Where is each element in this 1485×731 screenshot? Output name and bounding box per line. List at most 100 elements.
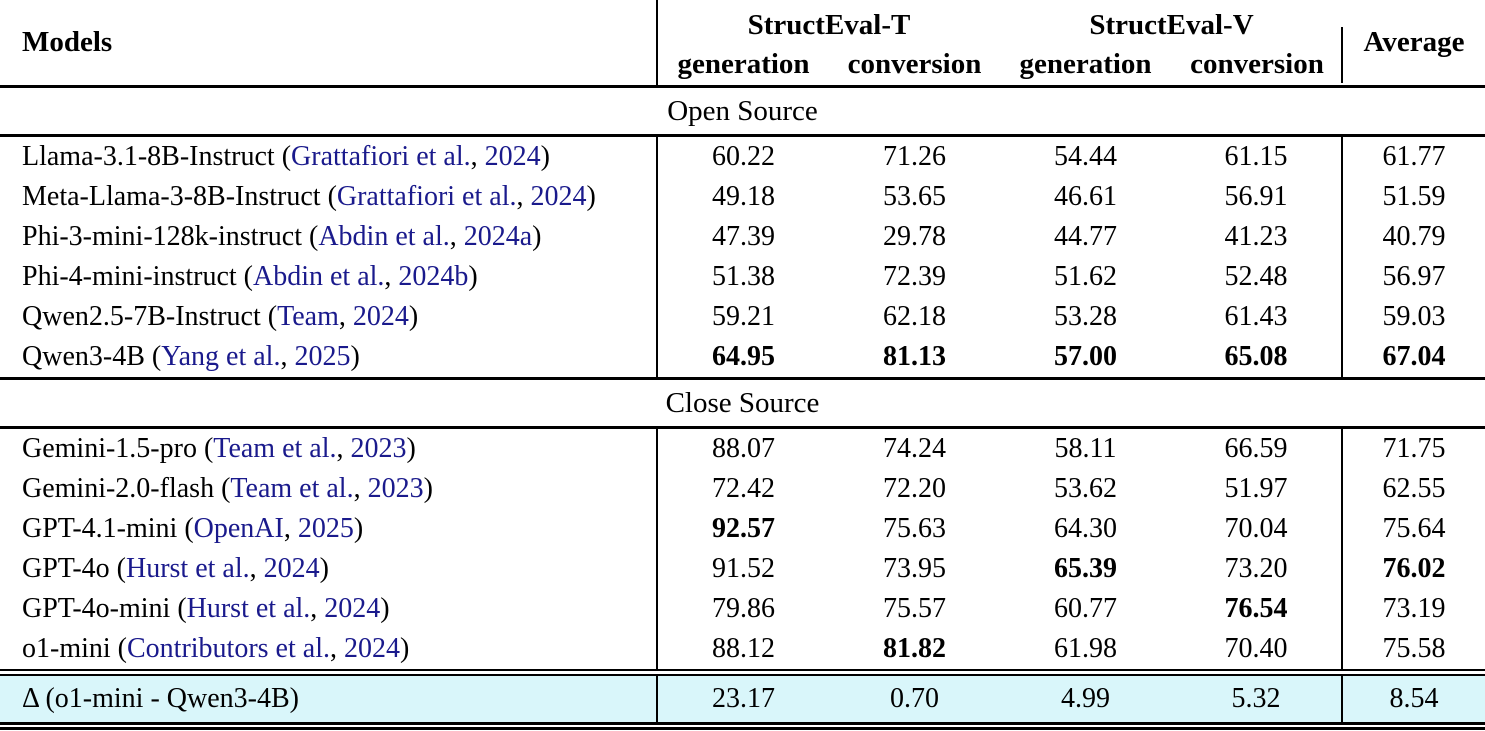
citation-close-paren: ) [408, 301, 419, 332]
citation-open-paren: ( [144, 341, 162, 372]
score-t-conversion: 53.65 [883, 181, 946, 212]
score-t-conversion: 71.26 [883, 141, 946, 172]
citation-comma: , [283, 513, 298, 544]
score-t-generation: 59.21 [712, 301, 775, 332]
group-header-structeval-t: StructEval-T [747, 9, 911, 41]
citation-open-paren: ( [301, 221, 319, 252]
citation-year-link[interactable]: 2024 [484, 141, 541, 172]
score-v-generation: 58.11 [1054, 433, 1117, 464]
score-v-conversion: 56.91 [1171, 177, 1343, 217]
citation-year-link[interactable]: 2024 [352, 301, 409, 332]
score-t-conversion: 75.57 [883, 593, 946, 624]
section-rule-bottom [0, 426, 1485, 429]
model-name: GPT-4o [22, 553, 110, 584]
model-name: o1-mini [22, 633, 111, 664]
score-t-conversion: 74.24 [883, 433, 946, 464]
citation-year-link[interactable]: 2023 [350, 433, 407, 464]
citation-comma: , [338, 301, 353, 332]
score-t-generation: 51.38 [712, 261, 775, 292]
citation-author-link[interactable]: Grattafiori et al. [291, 141, 471, 172]
citation-author-link[interactable]: Team et al. [230, 473, 354, 504]
citation-year-link[interactable]: 2024 [263, 553, 320, 584]
citation-close-paren: ) [406, 433, 416, 464]
score-v-conversion: 70.04 [1171, 509, 1343, 549]
score-average: 75.64 [1382, 513, 1446, 544]
score-v-conversion: 73.20 [1171, 549, 1343, 589]
citation-author-link[interactable]: Hurst et al. [186, 593, 311, 624]
citation-comma: , [329, 633, 344, 664]
model-name-cell: GPT-4.1-mini (OpenAI, 2025) [0, 509, 658, 549]
model-row: Llama-3.1-8B-Instruct (Grattafiori et al… [0, 137, 1485, 177]
citation-comma: , [353, 473, 368, 504]
citation-author-link[interactable]: Contributors et al. [127, 633, 330, 664]
table-bottom-rule [0, 722, 1485, 730]
models-column-header: Models [0, 0, 658, 85]
citation-comma: , [280, 341, 295, 372]
citation-open-paren: ( [170, 593, 187, 624]
citation-year-link[interactable]: 2025 [297, 513, 354, 544]
citation-year-link[interactable]: 2024 [324, 593, 381, 624]
score-v-conversion: 61.15 [1171, 137, 1343, 177]
model-row: Phi-4-mini-instruct (Abdin et al., 2024b… [0, 257, 1485, 297]
citation-author-link[interactable]: Grattafiori et al. [336, 181, 517, 212]
score-v-conversion: 51.97 [1171, 469, 1343, 509]
model-name-cell: Phi-3-mini-128k-instruct (Abdin et al., … [0, 217, 658, 257]
citation-comma: , [310, 593, 325, 624]
score-t-conversion: 72.39 [883, 261, 946, 292]
citation-author-link[interactable]: Team [277, 301, 339, 332]
citation-close-paren: ) [423, 473, 433, 504]
citation-year-link[interactable]: 2023 [367, 473, 424, 504]
citation-close-paren: ) [586, 181, 596, 212]
score-v-generation: 60.77 [1054, 593, 1117, 624]
model-row: o1-mini (Contributors et al., 2024) 88.1… [0, 629, 1485, 669]
citation-author-link[interactable]: OpenAI [193, 513, 284, 544]
delta-label: Δ (o1-mini - Qwen3-4B) [0, 676, 658, 722]
citation-close-paren: ) [350, 341, 360, 372]
model-name: Meta-Llama-3-8B-Instruct [22, 181, 321, 212]
citation-comma: , [449, 221, 464, 252]
model-name: GPT-4.1-mini [22, 513, 178, 544]
model-name-cell: Llama-3.1-8B-Instruct (Grattafiori et al… [0, 137, 658, 177]
score-t-generation: 72.42 [712, 473, 775, 504]
citation-author-link[interactable]: Team et al. [213, 433, 337, 464]
citation-year-link[interactable]: 2024a [463, 221, 533, 252]
model-row: Phi-3-mini-128k-instruct (Abdin et al., … [0, 217, 1485, 257]
score-t-conversion: 81.82 [883, 633, 946, 664]
delta-value-v-generation: 4.99 [1061, 683, 1110, 714]
citation-open-paren: ( [214, 473, 231, 504]
score-t-generation: 88.07 [712, 433, 775, 464]
citation-author-link[interactable]: Hurst et al. [125, 553, 250, 584]
score-t-generation: 49.18 [712, 181, 775, 212]
citation-close-paren: ) [399, 633, 410, 664]
average-divider-line [1341, 27, 1343, 83]
score-average: 67.04 [1382, 341, 1446, 372]
delta-top-double-rule [0, 669, 1485, 676]
citation-author-link[interactable]: Abdin et al. [252, 261, 385, 292]
model-name: Llama-3.1-8B-Instruct [22, 141, 275, 172]
score-t-generation: 47.39 [712, 221, 775, 252]
citation-close-paren: ) [380, 593, 390, 624]
score-t-generation: 79.86 [712, 593, 775, 624]
model-name-cell: Qwen2.5-7B-Instruct (Team, 2024) [0, 297, 658, 337]
citation-year-link[interactable]: 2024 [530, 181, 587, 212]
score-v-conversion: 66.59 [1171, 429, 1343, 469]
average-column-header: Average [1363, 26, 1465, 58]
model-name-cell: Phi-4-mini-instruct (Abdin et al., 2024b… [0, 257, 658, 297]
citation-author-link[interactable]: Yang et al. [161, 341, 281, 372]
section-rule-top [0, 377, 1485, 380]
model-name: Gemini-2.0-flash [22, 473, 215, 504]
citation-author-link[interactable]: Abdin et al. [318, 221, 450, 252]
citation-year-link[interactable]: 2025 [294, 341, 351, 372]
score-average: 51.59 [1382, 181, 1446, 212]
score-average: 61.77 [1382, 141, 1446, 172]
citation-comma: , [384, 261, 399, 292]
score-t-generation: 88.12 [712, 633, 775, 664]
section-header: Close Source [665, 387, 820, 419]
citation-comma: , [336, 433, 351, 464]
citation-year-link[interactable]: 2024b [398, 261, 469, 292]
citation-close-paren: ) [532, 221, 542, 252]
citation-close-paren: ) [319, 553, 329, 584]
score-v-generation: 54.44 [1054, 141, 1117, 172]
citation-year-link[interactable]: 2024 [343, 633, 400, 664]
